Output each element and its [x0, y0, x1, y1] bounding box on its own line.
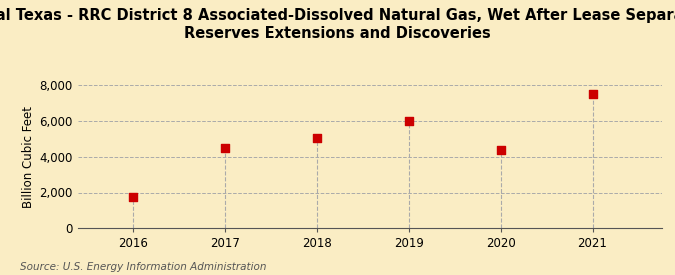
Y-axis label: Billion Cubic Feet: Billion Cubic Feet	[22, 106, 35, 208]
Point	[128, 195, 138, 199]
Point	[403, 119, 414, 123]
Point	[495, 147, 506, 152]
Text: Annual Texas - RRC District 8 Associated-Dissolved Natural Gas, Wet After Lease : Annual Texas - RRC District 8 Associated…	[0, 8, 675, 41]
Text: Source: U.S. Energy Information Administration: Source: U.S. Energy Information Administ…	[20, 262, 267, 272]
Point	[219, 145, 230, 150]
Point	[587, 92, 598, 96]
Point	[311, 136, 322, 140]
